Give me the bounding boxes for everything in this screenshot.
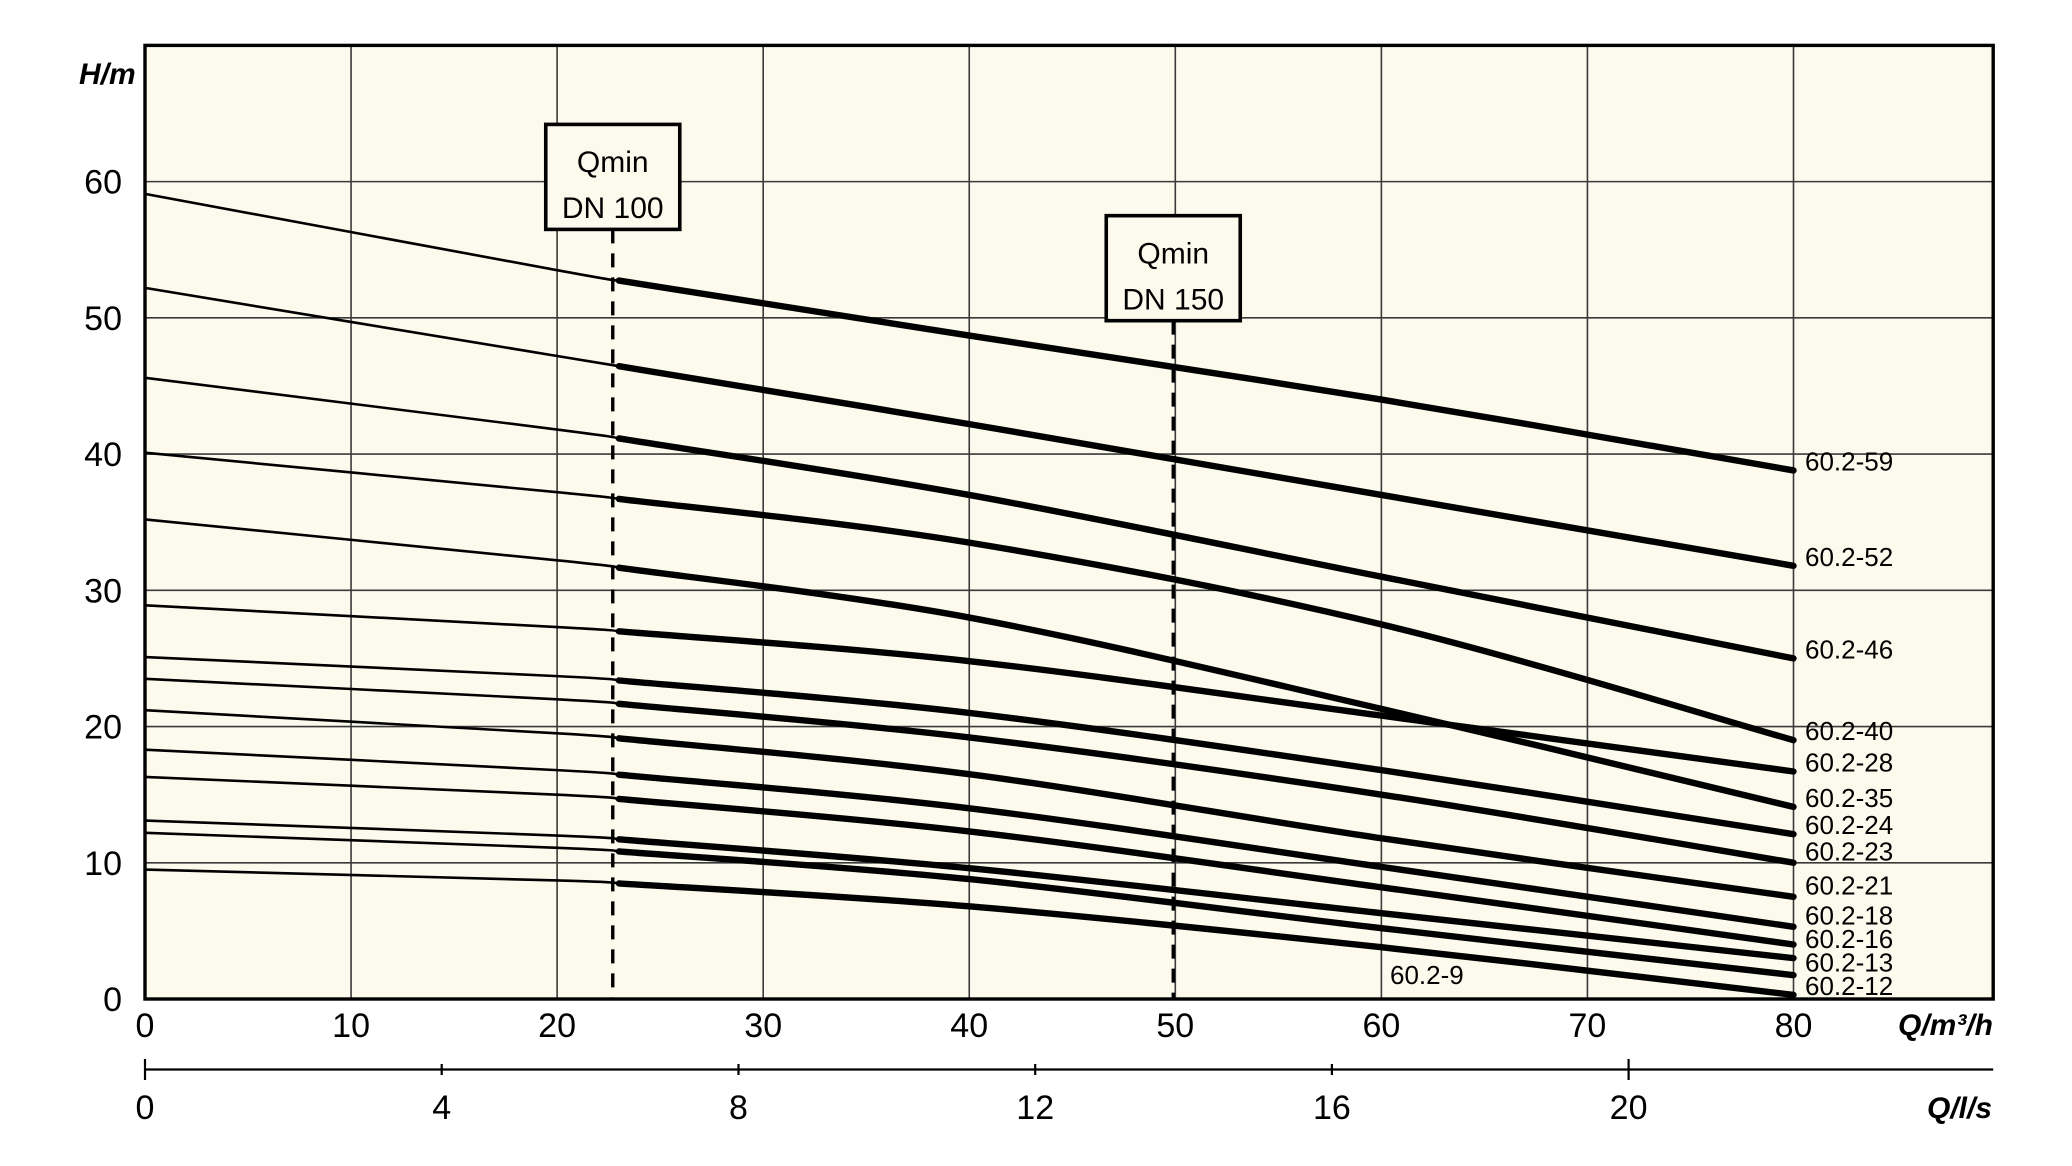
svg-text:40: 40 [950,1007,988,1045]
svg-text:Q/m³/h: Q/m³/h [1898,1009,1993,1042]
svg-text:8: 8 [729,1089,748,1127]
svg-text:50: 50 [1156,1007,1194,1045]
svg-text:4: 4 [432,1089,451,1127]
svg-text:16: 16 [1313,1089,1351,1127]
svg-text:60.2-23: 60.2-23 [1805,837,1893,867]
svg-text:60.2-21: 60.2-21 [1805,871,1893,901]
svg-text:Qmin: Qmin [577,146,649,179]
svg-text:20: 20 [84,709,122,747]
svg-text:DN 150: DN 150 [1122,283,1224,316]
svg-text:H/m: H/m [79,58,136,91]
svg-text:0: 0 [136,1007,155,1045]
svg-text:DN 100: DN 100 [562,192,664,225]
svg-text:30: 30 [744,1007,782,1045]
svg-text:Qmin: Qmin [1137,237,1209,270]
svg-text:50: 50 [84,300,122,338]
svg-text:60.2-46: 60.2-46 [1805,634,1893,664]
svg-text:60.2-59: 60.2-59 [1805,446,1893,476]
svg-text:60: 60 [1362,1007,1400,1045]
svg-text:Q/l/s: Q/l/s [1927,1092,1992,1125]
svg-text:20: 20 [538,1007,576,1045]
svg-text:80: 80 [1775,1007,1813,1045]
svg-text:10: 10 [84,845,122,883]
svg-text:60.2-35: 60.2-35 [1805,783,1893,813]
svg-text:0: 0 [136,1089,155,1127]
svg-text:40: 40 [84,436,122,474]
svg-text:60.2-9: 60.2-9 [1390,960,1464,990]
svg-text:60.2-28: 60.2-28 [1805,748,1893,778]
svg-text:12: 12 [1016,1089,1054,1127]
svg-text:60.2-52: 60.2-52 [1805,542,1893,572]
svg-text:20: 20 [1610,1089,1648,1127]
svg-text:60.2-12: 60.2-12 [1805,971,1893,1001]
svg-text:10: 10 [332,1007,370,1045]
svg-text:60: 60 [84,164,122,202]
svg-text:0: 0 [103,981,122,1019]
svg-text:30: 30 [84,572,122,610]
svg-text:60.2-40: 60.2-40 [1805,716,1893,746]
svg-text:70: 70 [1568,1007,1606,1045]
